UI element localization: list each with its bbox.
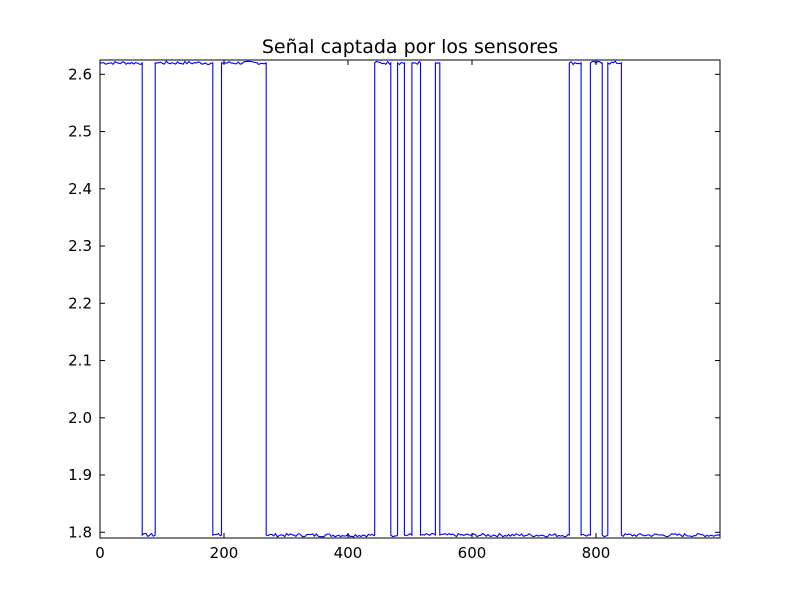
- x-tick-label: 600: [458, 544, 487, 562]
- x-tick-label: 800: [582, 544, 611, 562]
- series-layer: [100, 60, 721, 538]
- y-axis: 1.8 1.9 2.0 2.1 2.2 2.3 2.4 2.5 2.6: [68, 65, 720, 541]
- y-tick-label: 2.1: [68, 352, 92, 370]
- y-tick-label: 2.2: [68, 294, 92, 312]
- y-tick-label: 2.3: [68, 237, 92, 255]
- x-axis: 0 200 400 600 800: [95, 60, 610, 562]
- x-tick-label: 0: [95, 544, 105, 562]
- y-tick-label: 2.0: [68, 409, 92, 427]
- x-tick-label: 200: [210, 544, 239, 562]
- y-tick-label: 1.8: [68, 523, 92, 541]
- y-tick-label: 1.9: [68, 466, 92, 484]
- y-tick-label: 2.4: [68, 180, 92, 198]
- x-tick-label: 400: [334, 544, 363, 562]
- series-line: [100, 60, 721, 538]
- plot-frame: [99, 59, 721, 539]
- y-tick-label: 2.6: [68, 65, 92, 83]
- y-tick-label: 2.5: [68, 123, 92, 141]
- chart-title: Señal captada por los sensores: [262, 36, 558, 58]
